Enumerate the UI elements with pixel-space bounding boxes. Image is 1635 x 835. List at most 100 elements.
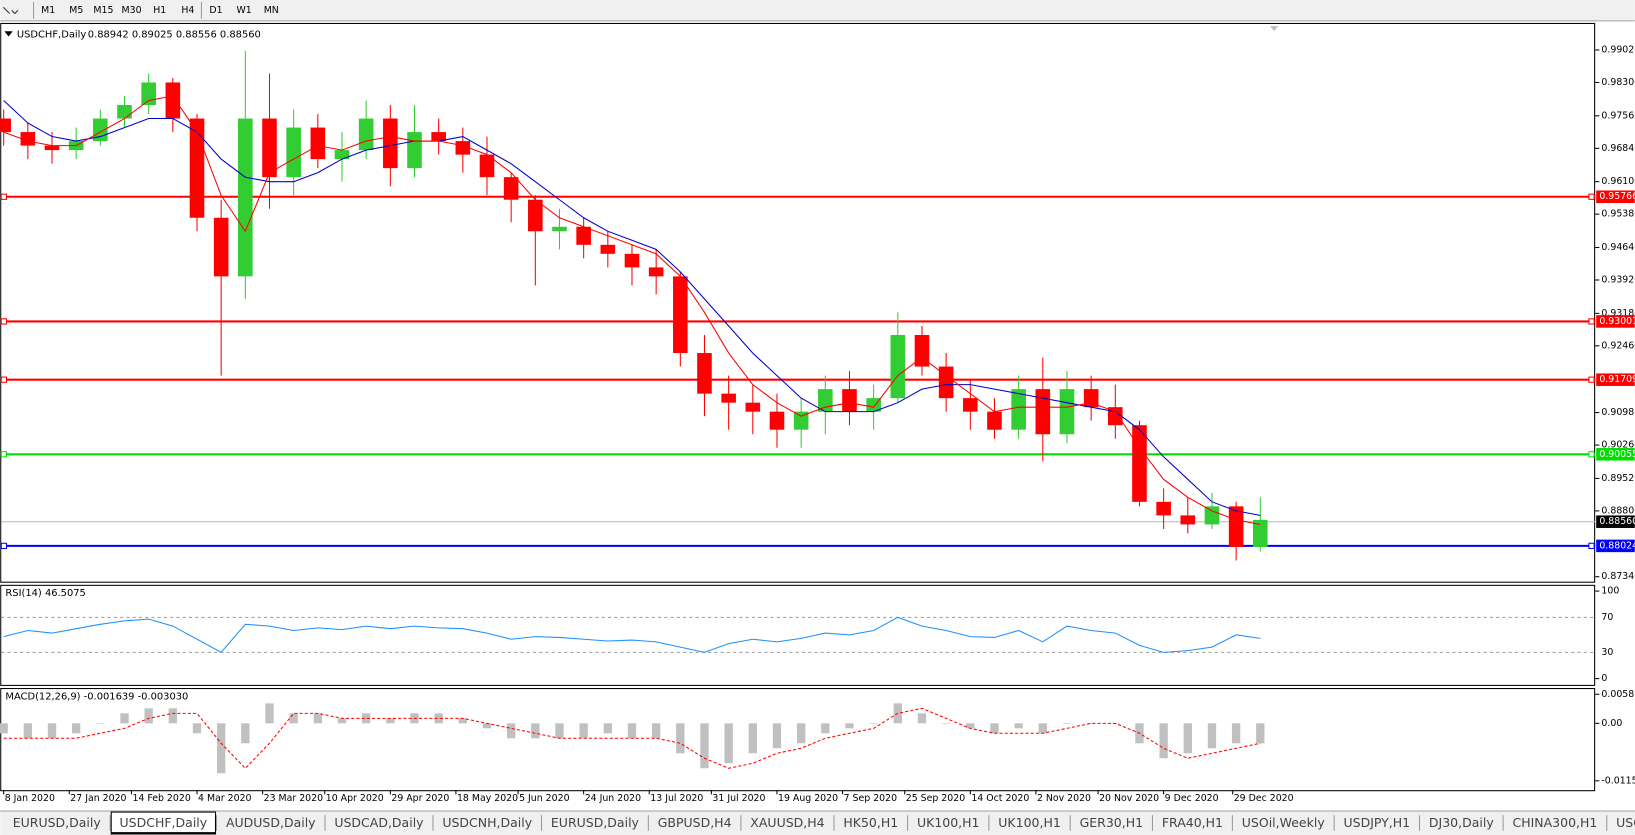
timeframe-button[interactable]: H1: [153, 5, 166, 16]
timeframe-button[interactable]: M5: [69, 5, 83, 16]
tab-label[interactable]: GBPUSD,H4: [658, 815, 732, 830]
macd-bar: [168, 708, 178, 724]
candle-body: [1035, 389, 1051, 435]
candle-body: [1132, 425, 1147, 502]
macd-bar: [1159, 723, 1168, 759]
candle-body: [866, 398, 881, 412]
tab-label[interactable]: USOil,Weekly: [1242, 815, 1326, 830]
tab-label[interactable]: USDCNH,Daily: [442, 815, 532, 830]
tab[interactable]: [542, 812, 648, 834]
tab[interactable]: [326, 812, 432, 834]
macd-bar: [676, 723, 685, 754]
rsi-line: [3, 616, 1261, 654]
level-tag: [1596, 448, 1635, 461]
current-price-tag: [1596, 515, 1635, 528]
macd-bar: [458, 718, 467, 724]
tab-label[interactable]: HK50,H1: [843, 815, 898, 830]
candle-body: [334, 150, 350, 160]
tab-label[interactable]: DJ30,Daily: [1429, 815, 1494, 830]
tab-label[interactable]: USOil,: [1616, 815, 1635, 830]
macd-bar: [434, 713, 443, 724]
candle-body: [431, 132, 446, 142]
timeframe-button[interactable]: M1: [41, 5, 55, 16]
tab-label[interactable]: AUDUSD,Daily: [226, 815, 316, 830]
tab[interactable]: [433, 812, 541, 834]
candle-body: [213, 217, 229, 277]
timeframe-button[interactable]: M30: [122, 5, 142, 16]
macd-tick-label: 0.005818: [1601, 689, 1635, 700]
macd-bar: [1207, 723, 1217, 749]
timeframe-button[interactable]: D1: [209, 5, 222, 16]
x-tick-label: 2 Nov 2020: [1037, 793, 1091, 804]
tab-label[interactable]: CHINA300,H1: [1512, 815, 1597, 830]
tab[interactable]: [1607, 812, 1635, 834]
timeframe-button[interactable]: MN: [264, 5, 279, 16]
macd-bar: [1231, 723, 1241, 744]
level-handle: [1588, 376, 1595, 383]
quote: 0.88942 0.89025 0.88556 0.88560: [88, 29, 261, 40]
collapse-arrow[interactable]: [4, 31, 13, 37]
candle-body: [842, 389, 857, 412]
candle-body: [793, 411, 809, 430]
x-tick-label: 25 Sep 2020: [906, 793, 965, 804]
macd-bar: [216, 723, 226, 774]
macd-bar: [579, 723, 588, 739]
candle-body: [552, 226, 567, 232]
tab[interactable]: [1335, 812, 1419, 834]
tab-label[interactable]: USDCAD,Daily: [334, 815, 424, 830]
macd-tick-label: -0.011514: [1601, 775, 1635, 786]
tab[interactable]: [1071, 812, 1152, 834]
macd-tick-label: 0.00: [1601, 718, 1622, 729]
candle-body: [890, 335, 906, 399]
candle-body: [1156, 501, 1171, 516]
macd-bar: [1038, 723, 1047, 734]
tab[interactable]: [649, 812, 740, 834]
macd-bar: [724, 723, 733, 764]
tab[interactable]: [217, 812, 324, 834]
tab-label[interactable]: USDJPY,H1: [1344, 815, 1411, 830]
tab-label[interactable]: EURUSD,Daily: [551, 815, 640, 830]
tab-label[interactable]: USDCHF,Daily: [120, 815, 208, 830]
tab[interactable]: [1233, 812, 1334, 834]
rsi-tick-label: 100: [1601, 586, 1619, 597]
macd-bar: [1014, 723, 1023, 729]
macd-panel: [0, 688, 1596, 792]
timeframe-button[interactable]: M15: [93, 5, 113, 16]
tab-label[interactable]: FRA40,H1: [1162, 815, 1223, 830]
macd-bar: [531, 723, 540, 739]
candle-body: [189, 118, 205, 218]
tab[interactable]: [1504, 812, 1606, 834]
candle-body: [117, 105, 132, 119]
macd-bar: [1256, 723, 1265, 744]
x-tick-label: 31 Jul 2020: [712, 793, 765, 804]
level-label: 0.90055: [1599, 449, 1635, 460]
candle-body: [1180, 515, 1196, 525]
tab-label[interactable]: UK100,H1: [998, 815, 1061, 830]
tab[interactable]: [110, 811, 217, 835]
tab[interactable]: [1420, 812, 1503, 834]
x-tick-label: 29 Apr 2020: [391, 793, 449, 804]
timeframe-button[interactable]: W1: [237, 5, 252, 16]
tab[interactable]: [908, 812, 988, 834]
x-tick-label: 24 Jun 2020: [585, 793, 641, 804]
tab[interactable]: [989, 812, 1070, 834]
tab[interactable]: [741, 812, 833, 834]
tool-icon[interactable]: [2, 6, 19, 15]
tab[interactable]: [4, 812, 110, 834]
timeframe-button[interactable]: H4: [181, 5, 194, 16]
tab-label[interactable]: UK100,H1: [917, 815, 980, 830]
tab-label[interactable]: GER30,H1: [1080, 815, 1144, 830]
x-tick-label: 5 Jun 2020: [519, 793, 569, 804]
tab-label[interactable]: XAUUSD,H4: [750, 815, 824, 830]
tab-label[interactable]: EURUSD,Daily: [13, 815, 102, 830]
tab[interactable]: [835, 812, 907, 834]
x-tick-label: 23 Mar 2020: [264, 793, 323, 804]
tab[interactable]: [1153, 812, 1232, 834]
